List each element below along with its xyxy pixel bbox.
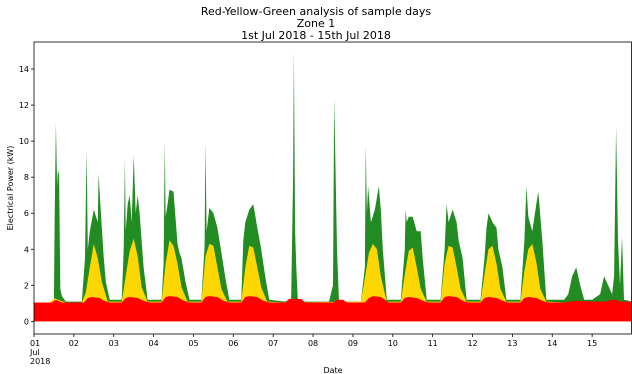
- y-tick-label: 4: [24, 245, 29, 254]
- x-tick-label: 13: [507, 339, 517, 348]
- y-tick-label: 0: [24, 317, 29, 326]
- x-tick-label: 04: [149, 339, 159, 348]
- x-tick-label: 06: [228, 339, 238, 348]
- x-tick-label: 12: [467, 339, 477, 348]
- y-tick-label: 12: [19, 101, 29, 110]
- x-tick-label: 14: [547, 339, 557, 348]
- x-tick-label: 02: [69, 339, 79, 348]
- x-tick-label: Jul: [29, 348, 40, 357]
- x-tick-label: 03: [109, 339, 119, 348]
- x-tick-label: 07: [268, 339, 278, 348]
- x-tick-label: 08: [308, 339, 318, 348]
- x-tick-label: 01: [30, 339, 40, 348]
- y-tick-label: 2: [24, 281, 29, 290]
- chart-title-line-1: Red-Yellow-Green analysis of sample days: [200, 5, 432, 18]
- y-tick-label: 14: [19, 65, 29, 74]
- chart-title-line-3: 1st Jul 2018 - 15th Jul 2018: [241, 29, 391, 42]
- chart-title-line-2: Zone 1: [296, 17, 336, 30]
- y-axis-label: Electrical Power (kW): [6, 146, 15, 231]
- x-tick-label: 2018: [30, 357, 50, 366]
- x-tick-label: 10: [388, 339, 398, 348]
- x-tick-label: 05: [188, 339, 198, 348]
- green-series-area: [34, 51, 632, 322]
- red-series-area: [34, 296, 632, 322]
- y-tick-label: 8: [24, 173, 29, 182]
- y-tick-label: 10: [19, 137, 29, 146]
- x-axis-label: Date: [323, 366, 342, 374]
- y-tick-label: 6: [24, 209, 29, 218]
- x-tick-label: 15: [587, 339, 597, 348]
- x-tick-label: 09: [348, 339, 358, 348]
- x-tick-label: 11: [428, 339, 438, 348]
